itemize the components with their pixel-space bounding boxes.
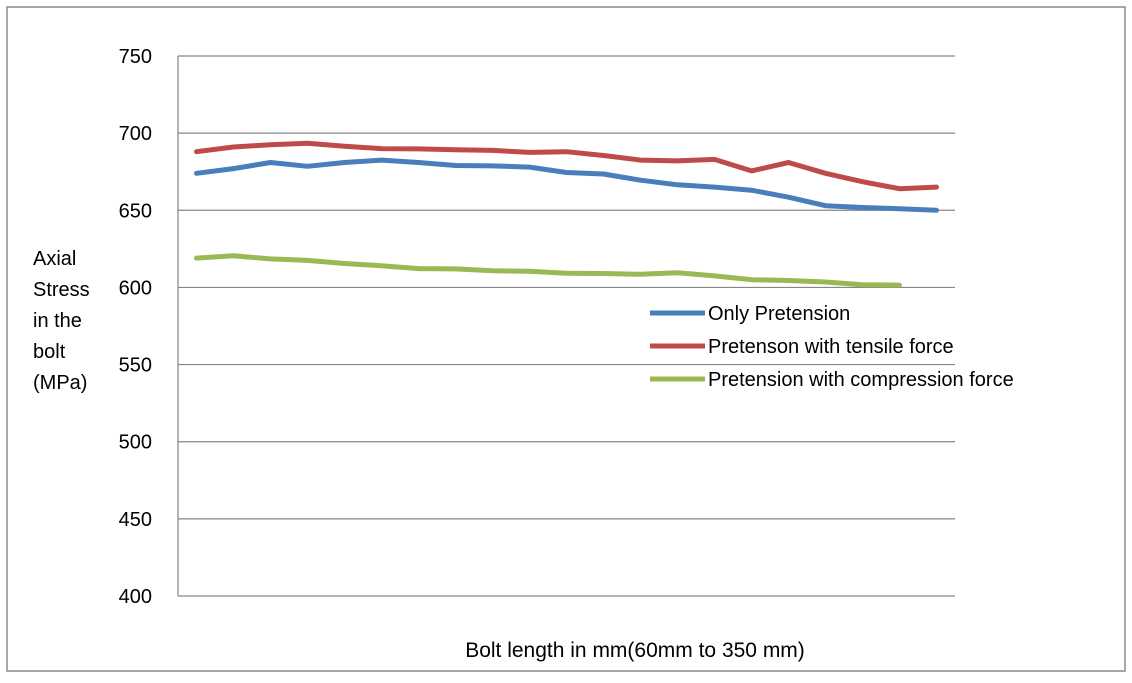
data-point: [786, 278, 791, 283]
data-point: [638, 158, 643, 163]
data-point: [786, 195, 791, 200]
data-point: [712, 185, 717, 190]
data-point: [823, 280, 828, 285]
data-point: [342, 261, 347, 266]
data-point: [305, 141, 310, 146]
data-point: [379, 146, 384, 151]
legend-label: Only Pretension: [708, 303, 850, 325]
data-point: [749, 277, 754, 282]
data-point: [712, 157, 717, 162]
data-point: [638, 178, 643, 183]
data-point: [194, 171, 199, 176]
data-point: [749, 188, 754, 193]
data-point: [416, 266, 421, 271]
data-point: [453, 163, 458, 168]
legend-entry: Only Pretension: [650, 303, 850, 325]
y-axis-label-line: in the: [33, 310, 82, 332]
y-tick-labels: 400 450 500 550 600 650 700 750: [119, 46, 152, 608]
y-tick-label: 450: [119, 509, 152, 531]
data-point: [342, 144, 347, 149]
data-point: [416, 160, 421, 165]
data-point: [860, 179, 865, 184]
data-point: [749, 168, 754, 173]
data-point: [453, 266, 458, 271]
y-tick-label: 400: [119, 586, 152, 608]
series-line: [194, 140, 939, 192]
data-point: [823, 203, 828, 208]
data-point: [379, 158, 384, 163]
data-point: [897, 206, 902, 211]
series-line: [194, 253, 902, 288]
data-point: [564, 149, 569, 154]
data-point: [268, 160, 273, 165]
data-point: [897, 283, 902, 288]
data-point: [675, 182, 680, 187]
data-point: [934, 185, 939, 190]
data-point: [675, 158, 680, 163]
y-axis-label-line: (MPa): [33, 372, 87, 394]
y-tick-label: 650: [119, 200, 152, 222]
data-point: [453, 147, 458, 152]
data-point: [527, 150, 532, 155]
data-point: [490, 163, 495, 168]
legend-entry: Pretenson with tensile force: [650, 336, 954, 358]
data-point: [194, 149, 199, 154]
y-tick-label: 550: [119, 355, 152, 377]
series-2: [194, 140, 939, 192]
data-point: [268, 142, 273, 147]
data-point: [231, 253, 236, 258]
data-point: [305, 258, 310, 263]
y-axis-label: Axial Stress in the bolt (MPa): [33, 248, 90, 394]
gridlines: [177, 55, 955, 597]
data-point: [638, 272, 643, 277]
data-point: [712, 273, 717, 278]
y-axis-label-line: bolt: [33, 341, 66, 363]
data-point: [934, 208, 939, 213]
data-point: [601, 271, 606, 276]
data-point: [601, 172, 606, 177]
data-point: [527, 165, 532, 170]
data-point: [379, 263, 384, 268]
y-tick-label: 600: [119, 277, 152, 299]
x-axis-label: Bolt length in mm(60mm to 350 mm): [465, 639, 805, 662]
y-tick-label: 700: [119, 123, 152, 145]
legend-label: Pretenson with tensile force: [708, 336, 954, 358]
data-point: [490, 148, 495, 153]
data-point: [601, 153, 606, 158]
data-point: [786, 160, 791, 165]
series-1: [194, 157, 939, 213]
data-point: [564, 271, 569, 276]
y-axis-label-line: Stress: [33, 279, 90, 301]
data-point: [527, 269, 532, 274]
data-point: [268, 256, 273, 261]
data-point: [675, 270, 680, 275]
data-point: [823, 171, 828, 176]
y-tick-label: 500: [119, 432, 152, 454]
data-point: [231, 166, 236, 171]
legend: Only Pretension Pretenson with tensile fo…: [650, 303, 1014, 391]
data-point: [490, 268, 495, 273]
series-3: [194, 253, 902, 288]
data-point: [231, 145, 236, 150]
data-point: [305, 164, 310, 169]
data-point: [860, 282, 865, 287]
legend-entry: Pretension with compression force: [650, 369, 1014, 391]
data-point: [860, 205, 865, 210]
series-line: [194, 157, 939, 213]
data-point: [416, 146, 421, 151]
chart-frame: [6, 6, 1126, 672]
data-point: [564, 170, 569, 175]
y-tick-label: 750: [119, 46, 152, 68]
y-axis-label-line: Axial: [33, 248, 76, 270]
data-point: [897, 186, 902, 191]
data-point: [342, 160, 347, 165]
series-lines: [194, 140, 939, 288]
data-point: [194, 256, 199, 261]
legend-label: Pretension with compression force: [708, 369, 1014, 391]
